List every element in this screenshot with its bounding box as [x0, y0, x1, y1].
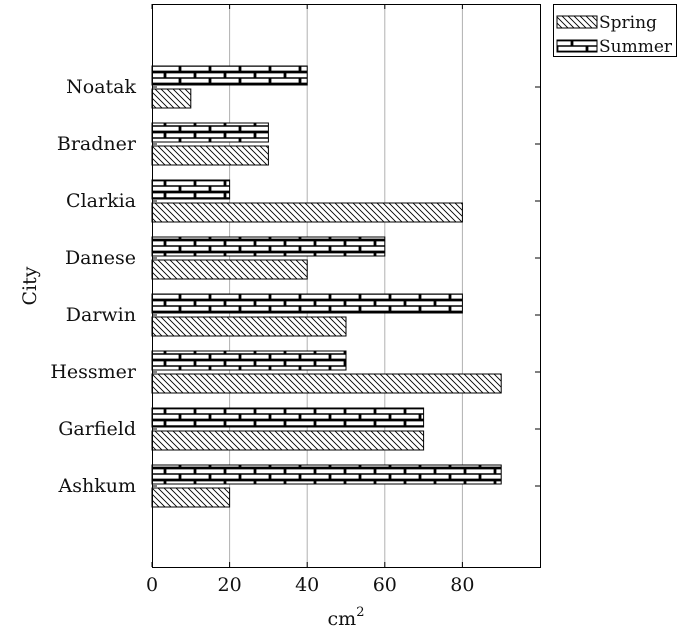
x-axis-label-base: cm: [328, 608, 357, 630]
bar-spring-ashkum: [151, 487, 231, 508]
x-tick-label: 20: [218, 574, 242, 596]
legend-swatch-spring: [556, 15, 598, 29]
bar-spring-clarkia: [151, 202, 463, 223]
bar-spring-danese: [151, 259, 308, 280]
legend-label-spring: Spring: [599, 13, 657, 33]
y-tick-label: Hessmer: [50, 361, 137, 383]
x-tick-label: 60: [373, 574, 397, 596]
bar-spring-garfield: [151, 430, 425, 451]
x-axis-label-exponent: 2: [356, 605, 364, 620]
bar-summer-ashkum: [151, 464, 502, 485]
y-tick-label: Noatak: [66, 76, 136, 98]
bars-group: [151, 65, 502, 508]
plot-frame: [152, 4, 541, 568]
bar-summer-hessmer: [151, 350, 347, 371]
bar-summer-danese: [151, 236, 386, 257]
y-tick-label: Ashkum: [58, 475, 136, 497]
x-tick-label: 0: [146, 574, 158, 596]
y-tick-label: Clarkia: [66, 190, 136, 212]
legend: Spring Summer: [553, 4, 677, 57]
y-axis: Ashkum Garfield Hessmer Darwin Danese Clarkia…: [50, 76, 540, 497]
y-tick-label: Garfield: [58, 418, 136, 440]
bar-summer-clarkia: [151, 179, 231, 200]
bar-spring-darwin: [151, 316, 347, 337]
bar-summer-bradner: [151, 122, 269, 143]
y-tick-label: Danese: [65, 247, 136, 269]
legend-label-summer: Summer: [599, 37, 673, 57]
x-tick-label: 80: [450, 574, 474, 596]
y-axis-label: City: [19, 266, 41, 305]
legend-swatch-summer: [556, 39, 598, 53]
bar-spring-hessmer: [151, 373, 502, 394]
y-tick-label: Bradner: [57, 133, 137, 155]
y-tick-label: Darwin: [66, 304, 136, 326]
bar-spring-bradner: [151, 145, 269, 166]
x-axis: 0 20 40 60 80: [146, 4, 474, 596]
bar-spring-noatak: [151, 88, 192, 109]
x-tick-label: 40: [295, 574, 319, 596]
bar-summer-noatak: [151, 65, 308, 86]
bar-summer-garfield: [151, 407, 425, 428]
x-axis-label: cm2: [328, 605, 365, 630]
bar-summer-darwin: [151, 293, 463, 314]
